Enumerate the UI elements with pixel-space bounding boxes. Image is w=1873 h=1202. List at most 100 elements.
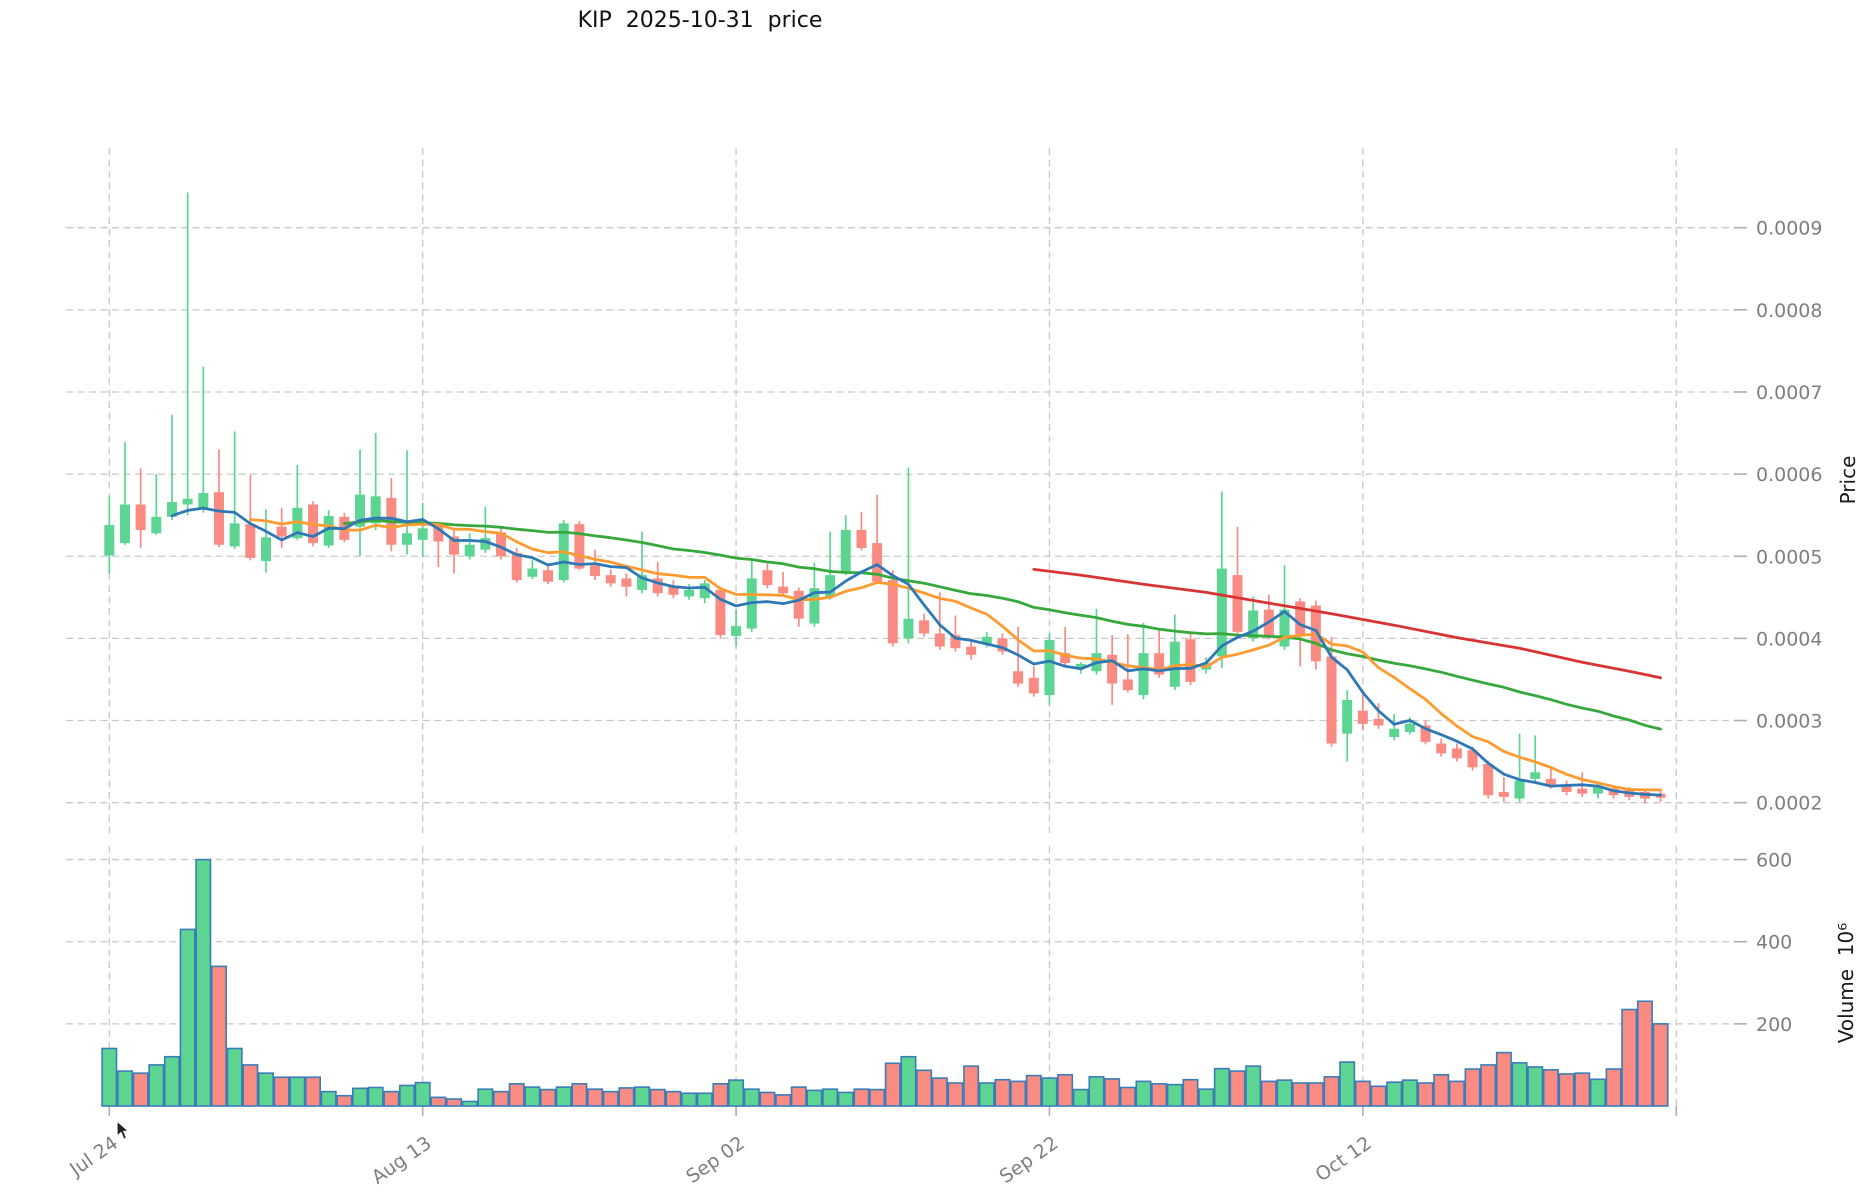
volume-bar bbox=[665, 1090, 682, 1107]
x-tick-label: Sep 02 bbox=[682, 1132, 749, 1188]
x-tick-label: Sep 22 bbox=[996, 1132, 1063, 1188]
candle-body bbox=[1561, 785, 1572, 792]
volume-bar bbox=[978, 1082, 995, 1107]
volume-bar bbox=[320, 1090, 337, 1107]
candle-body bbox=[166, 502, 177, 517]
candle-body bbox=[793, 590, 804, 619]
volume-bar bbox=[853, 1088, 870, 1107]
candle-body bbox=[840, 529, 851, 572]
volume-bar bbox=[555, 1086, 572, 1107]
price-tick-label: 0.0008 bbox=[1756, 300, 1822, 322]
candle-body bbox=[119, 504, 130, 544]
mouse-cursor bbox=[116, 1120, 131, 1141]
volume-bar bbox=[336, 1094, 353, 1107]
candle-body bbox=[464, 544, 475, 557]
volume-bar bbox=[1307, 1082, 1324, 1107]
volume-bar bbox=[947, 1082, 964, 1107]
volume-tick-label: 600 bbox=[1756, 850, 1792, 872]
volume-bar bbox=[1652, 1023, 1669, 1107]
candle-body bbox=[1044, 640, 1055, 696]
volume-bar bbox=[1182, 1078, 1199, 1107]
x-tick-label: Jul 24 bbox=[65, 1132, 122, 1181]
volume-bar bbox=[806, 1089, 823, 1107]
volume-bar bbox=[101, 1047, 118, 1107]
volume-bar bbox=[524, 1086, 541, 1107]
volume-bar bbox=[195, 858, 212, 1107]
candle-body bbox=[135, 504, 146, 530]
volume-bar bbox=[1386, 1081, 1403, 1107]
candle-body bbox=[731, 626, 742, 636]
ma-green-line bbox=[342, 519, 1662, 731]
candle-body bbox=[872, 543, 883, 582]
volume-bar bbox=[1542, 1069, 1559, 1107]
candle-body bbox=[1248, 610, 1259, 639]
volume-bar bbox=[837, 1091, 854, 1107]
candle-body bbox=[1013, 671, 1024, 684]
volume-bar bbox=[916, 1069, 933, 1107]
candle-body bbox=[1592, 787, 1603, 794]
volume-bar bbox=[1323, 1076, 1340, 1107]
volume-tick-label: 200 bbox=[1756, 1014, 1792, 1036]
ma-blue-line bbox=[170, 506, 1662, 797]
volume-bar bbox=[1229, 1070, 1246, 1107]
candle-body bbox=[543, 570, 554, 582]
volume-bar bbox=[712, 1083, 729, 1107]
volume-bar bbox=[587, 1088, 604, 1107]
ma-orange-line bbox=[248, 518, 1662, 792]
volume-bar bbox=[1417, 1082, 1434, 1107]
volume-bar bbox=[869, 1088, 886, 1107]
price-tick-label: 0.0006 bbox=[1756, 464, 1822, 486]
volume-bar bbox=[540, 1088, 557, 1107]
volume-bar bbox=[1589, 1078, 1606, 1107]
volume-bar bbox=[790, 1086, 807, 1107]
candle-body bbox=[715, 589, 726, 636]
candle-body bbox=[621, 578, 632, 587]
candle-body bbox=[1357, 710, 1368, 724]
candle-body bbox=[699, 583, 710, 599]
x-tick-label: Oct 12 bbox=[1311, 1132, 1375, 1186]
candle-body bbox=[887, 580, 898, 644]
candle-body bbox=[637, 575, 648, 590]
candle-body bbox=[1138, 653, 1149, 696]
candle-body bbox=[527, 568, 538, 577]
volume-bar bbox=[132, 1072, 149, 1107]
price-tick-label: 0.0002 bbox=[1756, 793, 1822, 815]
volume-bar bbox=[1433, 1073, 1450, 1107]
volume-bar bbox=[743, 1088, 760, 1107]
candle-body bbox=[652, 578, 663, 594]
volume-bar bbox=[1245, 1065, 1262, 1107]
volume-bar bbox=[618, 1087, 635, 1107]
volume-bar bbox=[1448, 1080, 1465, 1107]
volume-bar bbox=[1260, 1080, 1277, 1107]
candle-body bbox=[370, 496, 381, 524]
candle-body bbox=[1028, 677, 1039, 694]
volume-bar bbox=[1104, 1078, 1121, 1107]
volume-bar bbox=[163, 1055, 180, 1107]
volume-bar bbox=[305, 1076, 322, 1107]
volume-bar bbox=[257, 1072, 274, 1107]
candle-body bbox=[480, 538, 491, 550]
volume-bar bbox=[289, 1076, 306, 1107]
candle-body bbox=[903, 618, 914, 639]
candle-body bbox=[966, 646, 977, 655]
candle-body bbox=[433, 525, 444, 542]
volume-bar bbox=[1511, 1062, 1528, 1107]
price-axis-label: Price bbox=[1836, 455, 1860, 505]
volume-bar bbox=[1558, 1073, 1575, 1107]
volume-bar bbox=[1166, 1083, 1183, 1107]
volume-bar bbox=[994, 1078, 1011, 1107]
volume-bar bbox=[900, 1055, 917, 1107]
volume-bar bbox=[681, 1092, 698, 1107]
volume-bar bbox=[963, 1065, 980, 1107]
volume-bar bbox=[210, 965, 227, 1107]
candle-body bbox=[684, 589, 695, 597]
volume-bar bbox=[383, 1090, 400, 1107]
volume-axis-label: Volume 10⁶ bbox=[1834, 922, 1858, 1044]
volume-bar bbox=[1480, 1064, 1497, 1107]
volume-bar bbox=[1276, 1079, 1293, 1107]
volume-bar bbox=[273, 1076, 290, 1107]
volume-bar bbox=[1072, 1088, 1089, 1107]
volume-bar bbox=[1088, 1076, 1105, 1107]
candle-body bbox=[997, 638, 1008, 652]
